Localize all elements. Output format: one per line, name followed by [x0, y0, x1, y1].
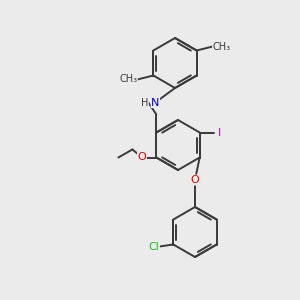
Text: H: H: [141, 98, 148, 107]
Text: O: O: [190, 175, 200, 185]
Text: I: I: [218, 128, 221, 137]
Text: Cl: Cl: [148, 242, 159, 251]
Text: N: N: [151, 98, 160, 107]
Text: CH₃: CH₃: [213, 41, 231, 52]
Text: CH₃: CH₃: [119, 74, 137, 85]
Text: O: O: [138, 152, 146, 163]
